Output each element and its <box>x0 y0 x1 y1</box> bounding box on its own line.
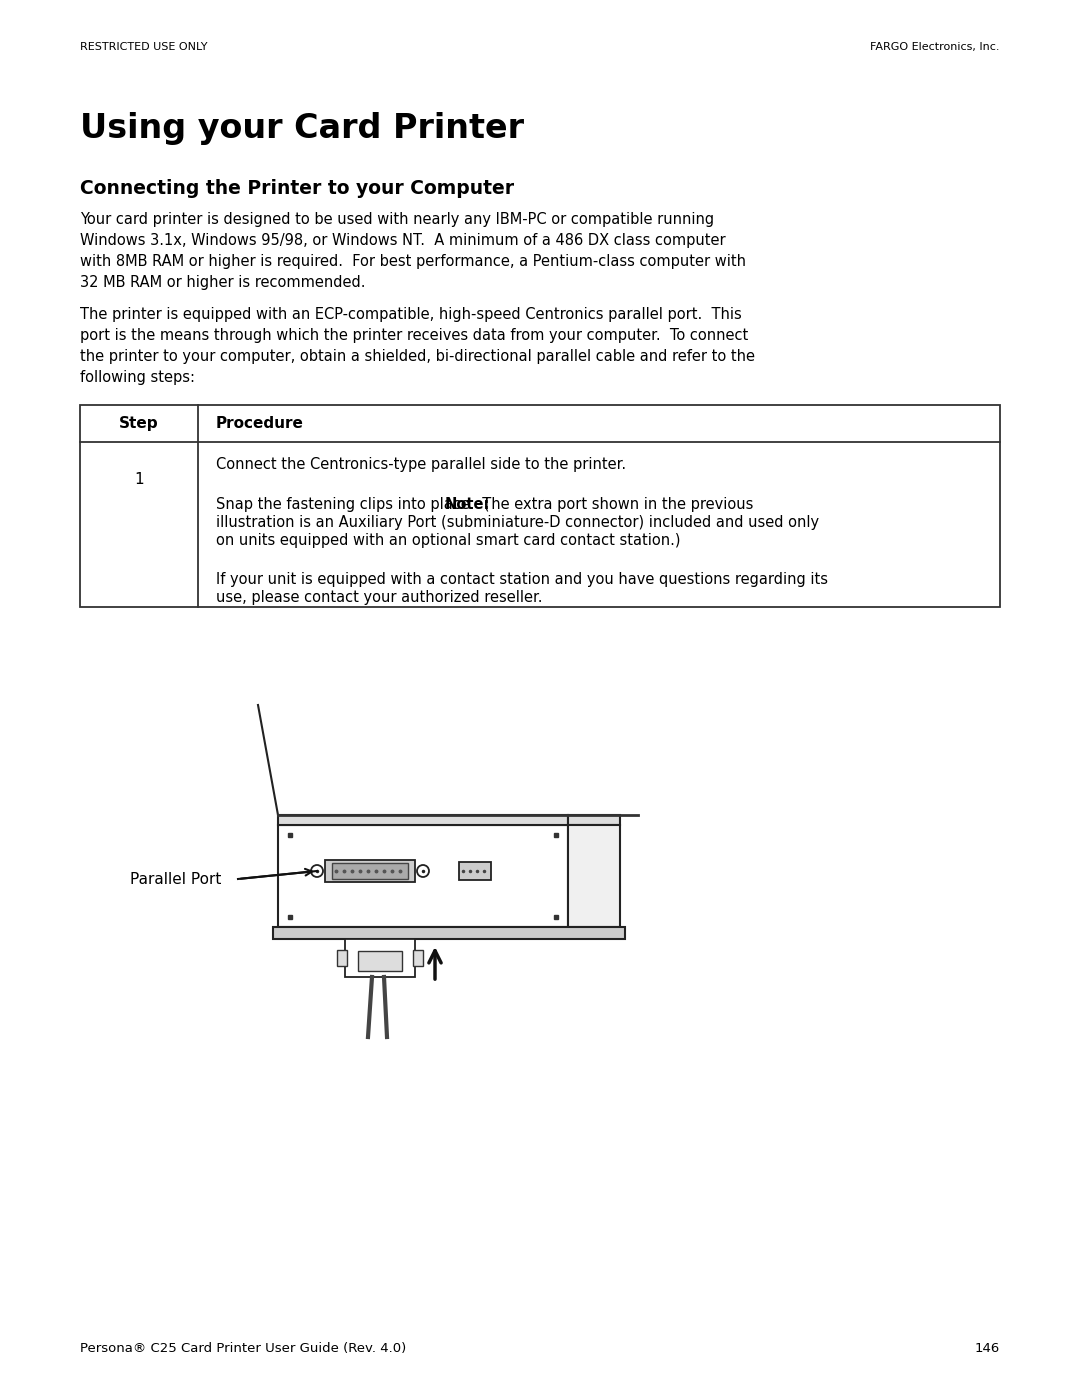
Bar <box>568 814 620 826</box>
Text: The extra port shown in the previous: The extra port shown in the previous <box>473 497 754 511</box>
Text: Persona® C25 Card Printer User Guide (Rev. 4.0): Persona® C25 Card Printer User Guide (Re… <box>80 1343 406 1355</box>
Text: Parallel Port: Parallel Port <box>130 872 221 887</box>
Bar <box>345 939 415 977</box>
Text: Procedure: Procedure <box>216 416 303 432</box>
Circle shape <box>311 865 323 877</box>
Text: Using your Card Printer: Using your Card Printer <box>80 112 524 145</box>
Text: RESTRICTED USE ONLY: RESTRICTED USE ONLY <box>80 42 207 52</box>
Bar <box>80 405 1000 608</box>
Text: The printer is equipped with an ECP-compatible, high-speed Centronics parallel p: The printer is equipped with an ECP-comp… <box>80 307 755 386</box>
Text: Your card printer is designed to be used with nearly any IBM-PC or compatible ru: Your card printer is designed to be used… <box>80 212 746 291</box>
Text: Connect the Centronics-type parallel side to the printer.: Connect the Centronics-type parallel sid… <box>216 457 626 472</box>
Text: 146: 146 <box>975 1343 1000 1355</box>
Bar <box>278 826 568 928</box>
Bar <box>568 826 620 928</box>
Bar <box>278 814 568 826</box>
Bar <box>273 928 625 939</box>
Text: 1: 1 <box>134 472 144 488</box>
Text: on units equipped with an optional smart card contact station.): on units equipped with an optional smart… <box>216 534 680 548</box>
Text: If your unit is equipped with a contact station and you have questions regarding: If your unit is equipped with a contact … <box>216 571 828 587</box>
Circle shape <box>417 865 429 877</box>
Text: Snap the fastening clips into place.  (: Snap the fastening clips into place. ( <box>216 497 489 511</box>
Bar <box>337 950 347 965</box>
Text: illustration is an Auxiliary Port (subminiature-D connector) included and used o: illustration is an Auxiliary Port (submi… <box>216 515 819 529</box>
Text: Step: Step <box>119 416 159 432</box>
Bar <box>325 861 415 882</box>
Bar <box>357 951 402 971</box>
Text: Connecting the Printer to your Computer: Connecting the Printer to your Computer <box>80 179 514 198</box>
Bar <box>413 950 423 965</box>
Text: FARGO Electronics, Inc.: FARGO Electronics, Inc. <box>870 42 1000 52</box>
Bar <box>332 863 408 879</box>
Text: use, please contact your authorized reseller.: use, please contact your authorized rese… <box>216 590 542 605</box>
Text: Note:: Note: <box>444 497 489 511</box>
Bar <box>459 862 491 880</box>
